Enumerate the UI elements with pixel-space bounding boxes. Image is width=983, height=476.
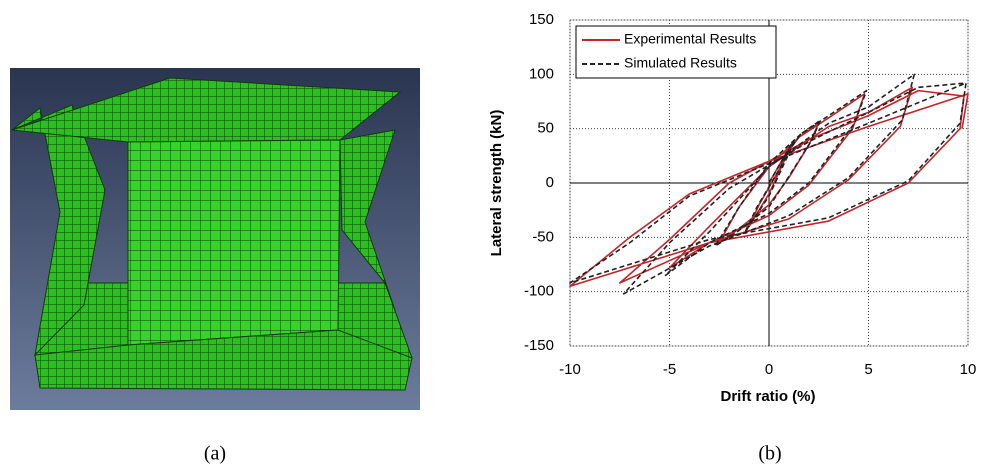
- caption: (a): [204, 443, 226, 465]
- legend-label: Experimental Results: [624, 31, 756, 47]
- y-tick-label: 150: [529, 11, 554, 28]
- y-tick-label: -150: [524, 337, 554, 354]
- page: {"chart_data": {"type": "line", "xlabel"…: [0, 0, 983, 471]
- y-tick-label: 100: [529, 65, 554, 82]
- x-tick-label: -5: [663, 361, 676, 378]
- y-axis-title: Lateral strength (kN): [488, 110, 505, 257]
- y-tick-label: -50: [532, 228, 554, 245]
- legend-label: Simulated Results: [624, 55, 737, 71]
- y-tick-label: -100: [524, 283, 554, 300]
- y-tick-label: 0: [546, 174, 554, 191]
- x-tick-label: 0: [765, 361, 773, 378]
- x-tick-label: 5: [864, 361, 872, 378]
- x-tick-label: 10: [960, 361, 977, 378]
- mesh-image: [10, 68, 420, 410]
- figure: (a) (b) Drift ratio (%) Lateral strength…: [0, 0, 983, 471]
- x-tick-label: -10: [559, 361, 581, 378]
- y-tick-label: 50: [537, 120, 554, 137]
- x-axis-title: Drift ratio (%): [721, 388, 816, 405]
- caption: (b): [758, 443, 781, 465]
